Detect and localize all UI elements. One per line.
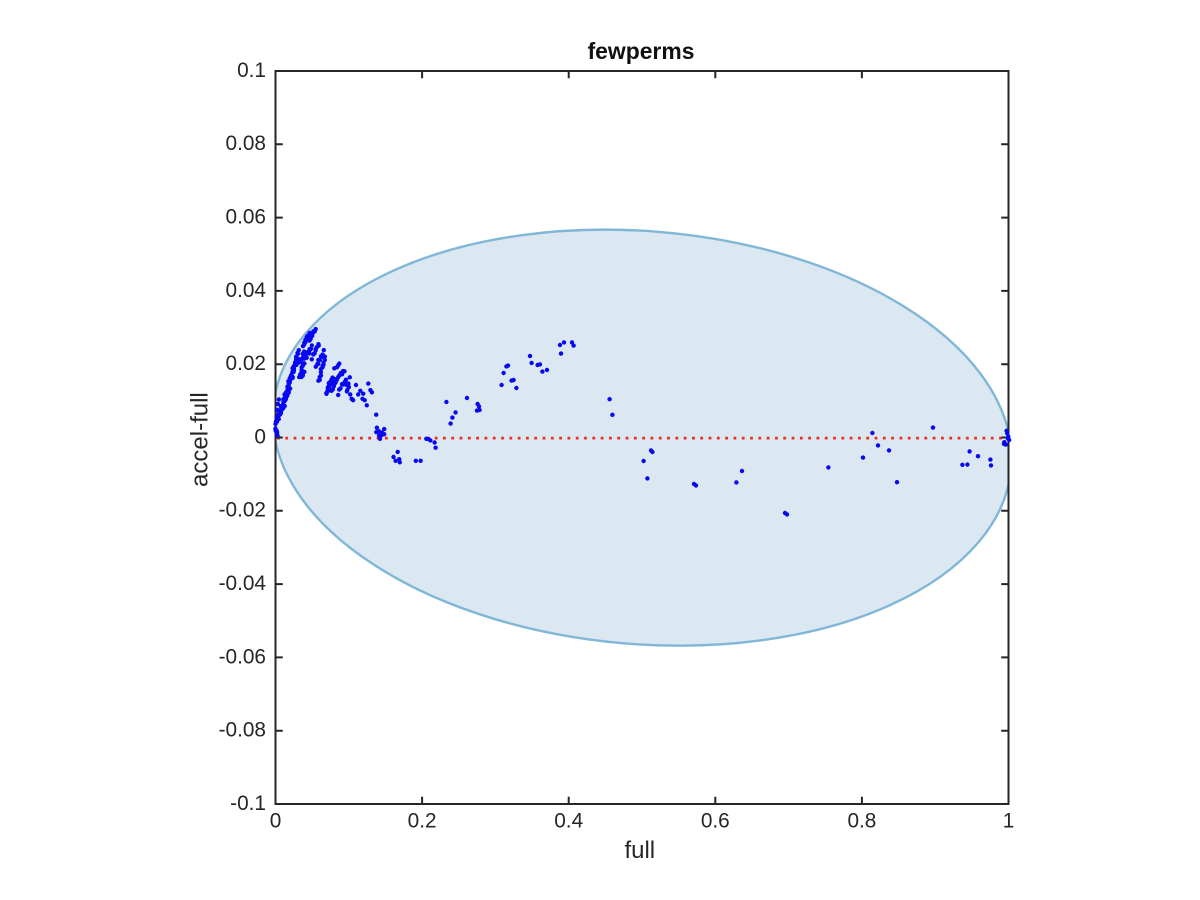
svg-text:-0.08: -0.08	[219, 719, 266, 742]
svg-text:0.8: 0.8	[847, 810, 876, 833]
svg-text:full: full	[624, 837, 655, 864]
svg-text:0.08: 0.08	[226, 132, 266, 155]
svg-text:-0.1: -0.1	[230, 792, 266, 815]
svg-text:-0.06: -0.06	[219, 645, 266, 668]
svg-text:0: 0	[254, 425, 266, 448]
svg-text:-0.04: -0.04	[219, 572, 266, 595]
svg-text:fewperms: fewperms	[588, 38, 695, 64]
svg-text:0.06: 0.06	[226, 206, 266, 229]
svg-text:0.2: 0.2	[408, 810, 437, 833]
svg-text:0.04: 0.04	[226, 279, 266, 302]
svg-text:0.6: 0.6	[701, 810, 730, 833]
svg-text:0.4: 0.4	[554, 810, 583, 833]
svg-text:0: 0	[270, 810, 282, 833]
svg-text:0.02: 0.02	[226, 352, 266, 375]
svg-text:1: 1	[1003, 810, 1015, 833]
svg-text:-0.02: -0.02	[219, 499, 266, 522]
svg-text:0.1: 0.1	[237, 59, 266, 82]
svg-text:accel-full: accel-full	[187, 392, 214, 487]
